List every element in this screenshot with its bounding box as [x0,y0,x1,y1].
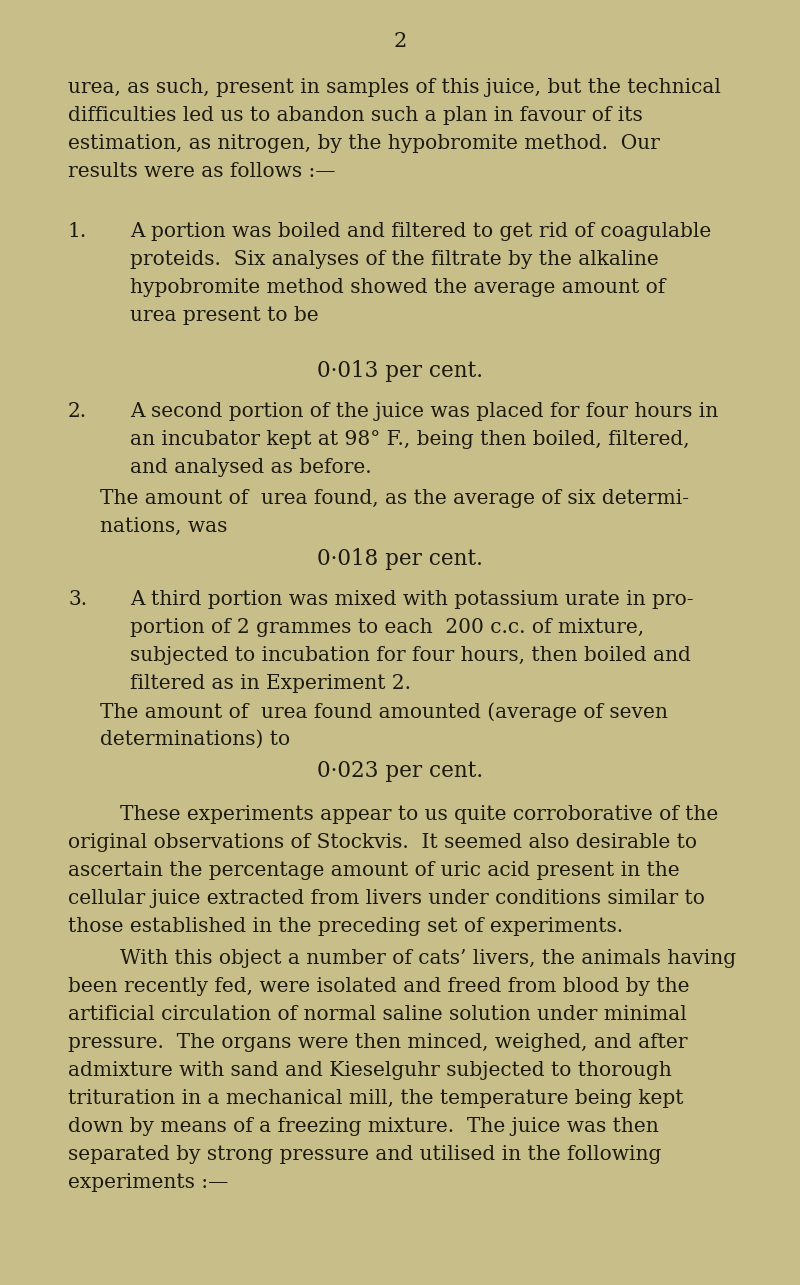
Text: urea present to be: urea present to be [130,306,318,325]
Text: A portion was boiled and filtered to get rid of coagulable: A portion was boiled and filtered to get… [130,222,711,242]
Text: 2: 2 [394,32,406,51]
Text: experiments :—: experiments :— [68,1173,228,1192]
Text: original observations of Stockvis.  It seemed also desirable to: original observations of Stockvis. It se… [68,833,697,852]
Text: cellular juice extracted from livers under conditions similar to: cellular juice extracted from livers und… [68,889,705,908]
Text: proteids.  Six analyses of the filtrate by the alkaline: proteids. Six analyses of the filtrate b… [130,251,658,269]
Text: determinations) to: determinations) to [100,730,290,749]
Text: been recently fed, were isolated and freed from blood by the: been recently fed, were isolated and fre… [68,977,690,996]
Text: ascertain the percentage amount of uric acid present in the: ascertain the percentage amount of uric … [68,861,680,880]
Text: 0·023 per cent.: 0·023 per cent. [317,759,483,783]
Text: filtered as in Experiment 2.: filtered as in Experiment 2. [130,675,411,693]
Text: These experiments appear to us quite corroborative of the: These experiments appear to us quite cor… [120,804,718,824]
Text: admixture with sand and Kieselguhr subjected to thorough: admixture with sand and Kieselguhr subje… [68,1061,672,1079]
Text: 0·013 per cent.: 0·013 per cent. [317,360,483,382]
Text: 0·018 per cent.: 0·018 per cent. [317,547,483,571]
Text: The amount of  urea found, as the average of six determi-: The amount of urea found, as the average… [100,490,689,508]
Text: difficulties led us to abandon such a plan in favour of its: difficulties led us to abandon such a pl… [68,105,642,125]
Text: separated by strong pressure and utilised in the following: separated by strong pressure and utilise… [68,1145,662,1164]
Text: trituration in a mechanical mill, the temperature being kept: trituration in a mechanical mill, the te… [68,1088,683,1108]
Text: 3.: 3. [68,590,87,609]
Text: hypobromite method showed the average amount of: hypobromite method showed the average am… [130,278,666,297]
Text: pressure.  The organs were then minced, weighed, and after: pressure. The organs were then minced, w… [68,1033,687,1052]
Text: With this object a number of cats’ livers, the animals having: With this object a number of cats’ liver… [120,950,736,968]
Text: The amount of  urea found amounted (average of seven: The amount of urea found amounted (avera… [100,702,668,722]
Text: 1.: 1. [68,222,87,242]
Text: down by means of a freezing mixture.  The juice was then: down by means of a freezing mixture. The… [68,1117,658,1136]
Text: artificial circulation of normal saline solution under minimal: artificial circulation of normal saline … [68,1005,686,1024]
Text: estimation, as nitrogen, by the hypobromite method.  Our: estimation, as nitrogen, by the hypobrom… [68,134,660,153]
Text: A second portion of the juice was placed for four hours in: A second portion of the juice was placed… [130,402,718,421]
Text: and analysed as before.: and analysed as before. [130,457,372,477]
Text: subjected to incubation for four hours, then boiled and: subjected to incubation for four hours, … [130,646,691,666]
Text: A third portion was mixed with potassium urate in pro-: A third portion was mixed with potassium… [130,590,694,609]
Text: results were as follows :—: results were as follows :— [68,162,335,181]
Text: those established in the preceding set of experiments.: those established in the preceding set o… [68,917,623,935]
Text: an incubator kept at 98° F., being then boiled, filtered,: an incubator kept at 98° F., being then … [130,430,690,448]
Text: 2.: 2. [68,402,87,421]
Text: portion of 2 grammes to each  200 c.c. of mixture,: portion of 2 grammes to each 200 c.c. of… [130,618,644,637]
Text: nations, was: nations, was [100,517,227,536]
Text: urea, as such, present in samples of this juice, but the technical: urea, as such, present in samples of thi… [68,78,721,96]
